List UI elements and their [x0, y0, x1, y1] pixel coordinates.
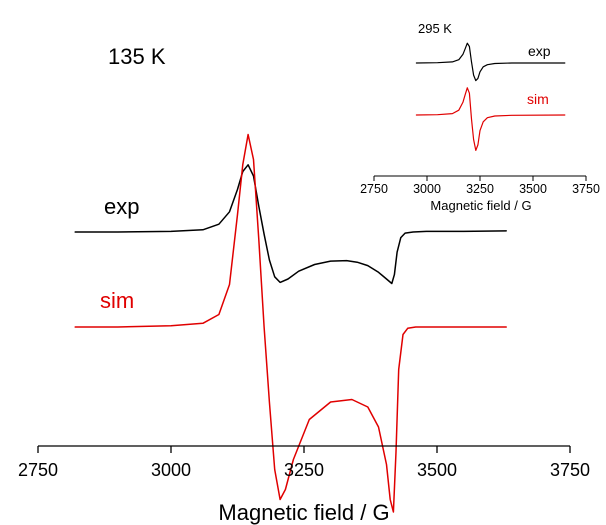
x-tick-label-3000: 3000	[151, 460, 191, 480]
x-axis-label: Magnetic field / G	[218, 500, 389, 525]
inset-series-group: exp sim	[415, 42, 566, 151]
series-sim-label: sim	[100, 288, 134, 313]
x-tick-label-3500: 3500	[417, 460, 457, 480]
x-tick-label-2750: 2750	[18, 460, 58, 480]
inset-series-exp-label: exp	[528, 43, 551, 59]
inset-series-sim-label: sim	[527, 91, 549, 107]
main-series-group: exp sim	[74, 133, 507, 513]
series-exp-line	[74, 164, 507, 285]
inset-x-axis-ticks: 2750 3000 3250 3500 3750	[360, 176, 600, 196]
inset-x-tick-label-3750: 3750	[572, 182, 600, 196]
inset-x-tick-label-3250: 3250	[466, 182, 494, 196]
series-exp-label: exp	[104, 194, 139, 219]
x-tick-label-3750: 3750	[550, 460, 590, 480]
inset-series-sim-line	[415, 87, 566, 151]
x-axis-ticks: 2750 3000 3250 3500 3750	[18, 446, 590, 480]
inset-temperature-label: 295 K	[418, 21, 452, 36]
main-panel: 135 K exp sim 2750 3000 3250 3500 3750 Magnet…	[18, 44, 590, 525]
inset-x-tick-label-3000: 3000	[413, 182, 441, 196]
inset-x-axis-label: Magnetic field / G	[430, 198, 531, 213]
inset-series-exp-line	[415, 42, 566, 82]
inset-x-tick-label-3500: 3500	[519, 182, 547, 196]
inset-x-tick-label-2750: 2750	[360, 182, 388, 196]
inset-panel: 295 K exp sim 2750 3000 3250 3500 3750 Magnet…	[360, 21, 600, 213]
x-tick-label-3250: 3250	[284, 460, 324, 480]
temperature-label: 135 K	[108, 44, 166, 69]
series-sim-line	[74, 133, 507, 513]
